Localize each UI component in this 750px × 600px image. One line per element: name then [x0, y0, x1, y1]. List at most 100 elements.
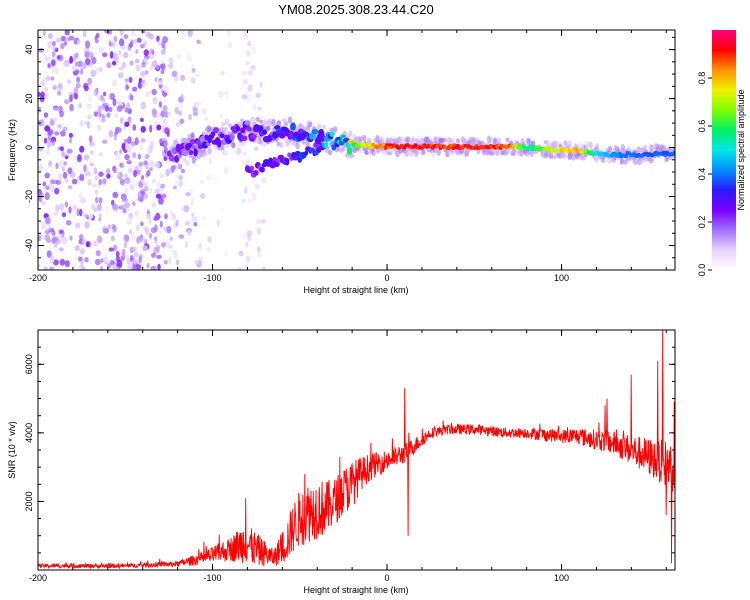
noise-blob [110, 235, 115, 242]
noise-blob [50, 255, 55, 263]
noise-blob [108, 92, 114, 100]
noise-blob [98, 197, 103, 204]
noise-blob [245, 158, 251, 167]
noise-blob [198, 243, 202, 250]
noise-blob [126, 217, 132, 226]
noise-blob [123, 34, 129, 39]
noise-blob [58, 233, 63, 239]
noise-blob [192, 112, 199, 117]
noise-blob [245, 241, 249, 248]
noise-blob [163, 85, 170, 93]
ridge-blob [175, 143, 182, 153]
snr-xlabel: Height of straight line (km) [303, 585, 408, 595]
noise-blob [54, 131, 60, 136]
noise-blob [63, 152, 70, 157]
noise-blob [122, 51, 129, 59]
noise-blob [145, 173, 149, 178]
branch-blob [304, 150, 309, 156]
noise-blob [119, 162, 125, 169]
noise-blob [132, 86, 138, 92]
noise-blob [40, 79, 46, 85]
noise-blob [133, 251, 139, 258]
noise-blob [42, 77, 46, 84]
noise-blob [194, 260, 199, 265]
noise-blob [243, 33, 249, 39]
ridge-halo [623, 159, 628, 165]
noise-blob [90, 69, 97, 78]
noise-blob [76, 222, 81, 228]
noise-blob [75, 82, 81, 89]
noise-blob [155, 181, 161, 188]
noise-blob [194, 73, 201, 78]
noise-blob [132, 152, 137, 159]
noise-blob [175, 259, 180, 266]
noise-blob [139, 145, 144, 150]
noise-blob [155, 212, 161, 221]
ridge-halo [400, 137, 405, 143]
noise-blob [164, 213, 168, 220]
noise-blob [206, 175, 211, 181]
noise-blob [225, 93, 231, 100]
noise-blob [191, 68, 196, 73]
ridge-blob [213, 127, 219, 134]
noise-blob [172, 185, 177, 190]
noise-blob [115, 266, 120, 270]
noise-blob [169, 236, 173, 241]
noise-blob [247, 70, 254, 76]
noise-blob [174, 106, 179, 115]
noise-blob [43, 137, 48, 144]
noise-blob [113, 244, 118, 252]
noise-blob [59, 110, 64, 118]
noise-blob [147, 145, 153, 154]
noise-blob [160, 183, 166, 189]
noise-blob [149, 167, 153, 172]
noise-blob [80, 258, 84, 267]
noise-blob [173, 250, 178, 259]
noise-blob [60, 130, 66, 137]
noise-blob [129, 60, 134, 66]
noise-blob [168, 57, 174, 64]
noise-blob [122, 197, 128, 203]
noise-blob [184, 220, 191, 227]
noise-blob [112, 165, 117, 174]
noise-blob [182, 157, 187, 162]
ridge-blob [290, 122, 296, 131]
noise-blob [160, 241, 167, 247]
ridge-halo [321, 124, 327, 130]
noise-blob [121, 203, 127, 210]
noise-blob [45, 76, 51, 81]
noise-blob [155, 161, 160, 169]
noise-blob [112, 60, 116, 66]
noise-blob [67, 185, 73, 190]
noise-blob [107, 224, 112, 230]
noise-blob [72, 66, 77, 72]
noise-blob [118, 66, 124, 71]
noise-blob [106, 173, 111, 179]
noise-blob [160, 110, 166, 118]
noise-blob [152, 178, 156, 183]
noise-blob [175, 122, 181, 127]
noise-blob [119, 178, 125, 185]
noise-blob [95, 250, 101, 257]
ridge-halo [258, 119, 264, 124]
ridge-blob [168, 156, 176, 162]
noise-blob [106, 62, 111, 69]
noise-blob [62, 126, 68, 132]
noise-blob [76, 155, 82, 163]
noise-blob [88, 51, 93, 58]
colorbar-gradient [712, 30, 736, 270]
noise-blob [130, 39, 134, 45]
noise-blob [87, 77, 93, 86]
noise-blob [208, 157, 212, 165]
noise-blob [127, 167, 134, 174]
noise-blob [89, 150, 95, 155]
noise-blob [135, 64, 141, 72]
ridge-halo [287, 116, 293, 124]
noise-blob [94, 175, 99, 181]
noise-blob [39, 192, 44, 199]
noise-blob [93, 167, 98, 175]
noise-blob [69, 94, 73, 102]
noise-blob [97, 96, 102, 101]
noise-blob [211, 176, 217, 184]
